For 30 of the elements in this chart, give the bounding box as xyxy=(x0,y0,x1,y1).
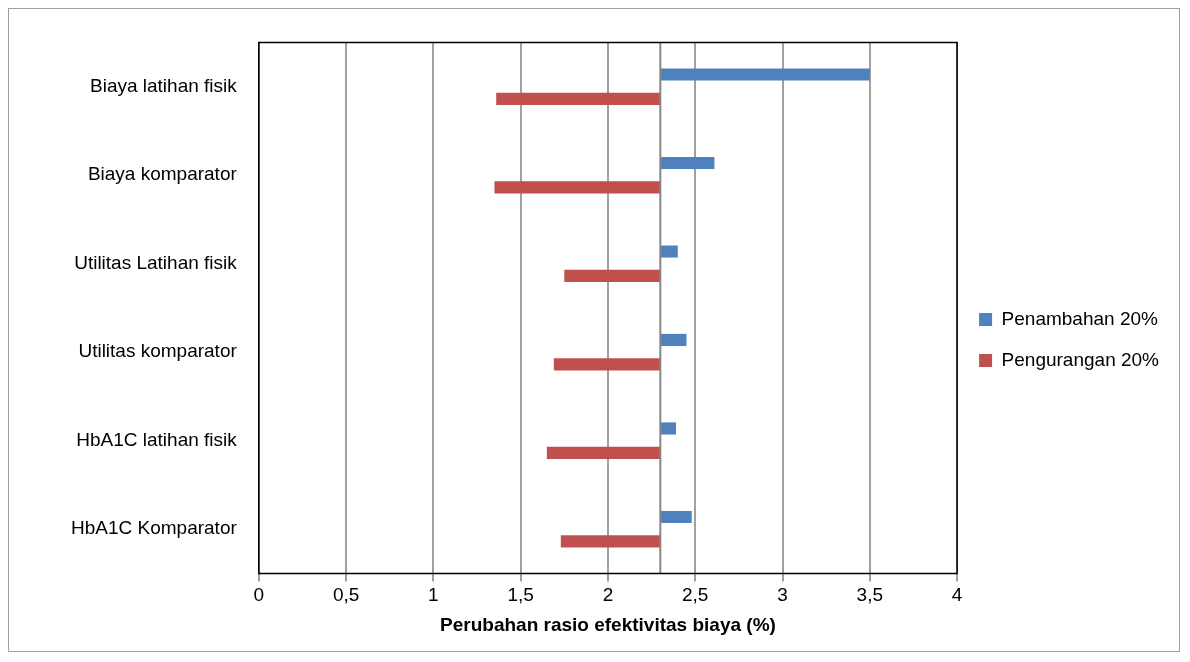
y-tick-label: Biaya komparator xyxy=(87,163,238,185)
legend-label: Pengurangan 20% xyxy=(1001,348,1160,370)
y-tick-label: Utilitas komparator xyxy=(78,340,238,362)
x-tick-label: 3 xyxy=(777,584,788,606)
bar xyxy=(660,333,687,347)
bar xyxy=(660,245,678,258)
bar xyxy=(496,92,661,105)
x-tick-label: 0 xyxy=(253,584,265,606)
bar xyxy=(660,156,715,170)
y-tick-label: Utilitas Latihan fisik xyxy=(74,251,238,273)
x-tick-label: 1,5 xyxy=(507,584,534,606)
x-tick-label: 4 xyxy=(951,584,963,606)
bar xyxy=(553,358,661,371)
x-tick-label: 1 xyxy=(428,584,439,606)
bar xyxy=(560,535,661,548)
x-tick-label: 3,5 xyxy=(856,584,884,606)
y-tick-label: Biaya latihan fisik xyxy=(90,74,238,96)
legend-label: Penambahan 20% xyxy=(1001,307,1159,329)
y-tick-label: HbA1C Komparator xyxy=(71,517,238,539)
x-tick-label: 2,5 xyxy=(682,584,709,606)
bar xyxy=(546,446,661,459)
x-tick-label: 0,5 xyxy=(332,584,360,606)
bar xyxy=(660,68,870,81)
bar xyxy=(660,422,677,435)
bar xyxy=(494,181,661,194)
y-tick-label: HbA1C latihan fisik xyxy=(76,428,238,450)
x-axis-title: Perubahan rasio efektivitas biaya (%) xyxy=(440,613,776,635)
x-tick-label: 2 xyxy=(602,584,614,606)
bar xyxy=(660,510,692,524)
bar xyxy=(564,269,661,282)
